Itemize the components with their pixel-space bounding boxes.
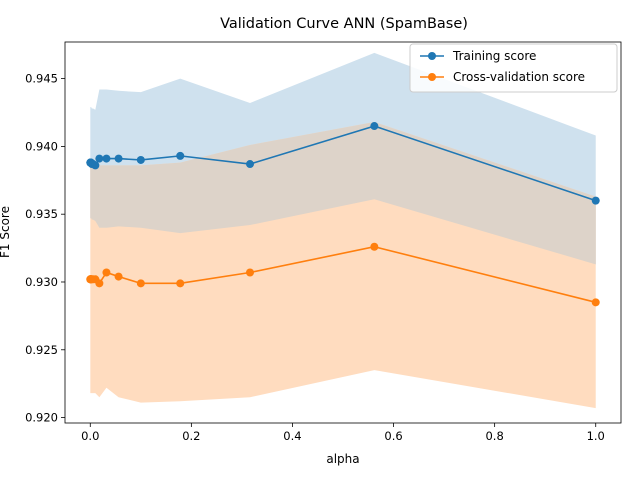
y-tick-label: 0.935 xyxy=(25,207,58,221)
legend-marker-training xyxy=(428,52,436,60)
legend-box xyxy=(409,43,618,93)
y-tick-label: 0.945 xyxy=(25,72,58,86)
x-tick-label: 1.0 xyxy=(587,429,605,443)
training-score-point xyxy=(95,154,104,163)
training-score-point xyxy=(246,160,254,169)
y-tick-label: 0.925 xyxy=(25,343,58,357)
y-axis-label: F1 Score xyxy=(0,206,12,258)
y-axis: 0.920 0.925 0.930 0.935 0.940 0.945 xyxy=(25,72,65,425)
series-markers xyxy=(86,122,600,307)
x-tick-label: 0.0 xyxy=(81,429,99,443)
x-tick-label: 0.6 xyxy=(384,429,402,443)
confidence-bands xyxy=(90,52,596,409)
x-tick-label: 0.8 xyxy=(485,429,503,443)
cross-validation-score-point xyxy=(95,279,104,288)
cross-validation-score-point xyxy=(176,279,185,288)
training-score-point xyxy=(591,196,600,205)
plot-frame xyxy=(64,41,622,424)
cross-validation-score-point xyxy=(102,268,111,277)
x-axis: 0.0 0.2 0.4 0.6 0.8 1.0 xyxy=(81,423,605,443)
cross-validation-score-point xyxy=(591,298,600,307)
x-tick-label: 0.4 xyxy=(283,429,301,443)
training-score-point xyxy=(136,155,145,164)
cross-validation-score-point xyxy=(370,242,379,251)
training-score-point xyxy=(91,161,100,170)
y-tick-label: 0.940 xyxy=(25,139,58,153)
cross-validation-score-point xyxy=(246,268,254,277)
cross-validation-score-point xyxy=(114,272,123,281)
training-score-point xyxy=(114,154,123,163)
y-tick-label: 0.920 xyxy=(25,411,58,425)
legend: Training score Cross-validation score xyxy=(409,43,618,93)
y-tick-label: 0.930 xyxy=(25,275,58,289)
x-axis-label: alpha xyxy=(326,452,359,466)
cross-validation-score-point xyxy=(136,279,145,288)
training-score-point xyxy=(370,122,379,131)
training-score-point xyxy=(102,154,111,163)
x-tick-label: 0.2 xyxy=(182,429,200,443)
legend-label-cross-validation: Cross-validation score xyxy=(453,70,585,84)
legend-label-training: Training score xyxy=(452,49,536,63)
legend-marker-cross-validation xyxy=(428,73,436,81)
training-score-point xyxy=(176,151,185,160)
chart-title: Validation Curve ANN (SpamBase) xyxy=(220,16,468,32)
